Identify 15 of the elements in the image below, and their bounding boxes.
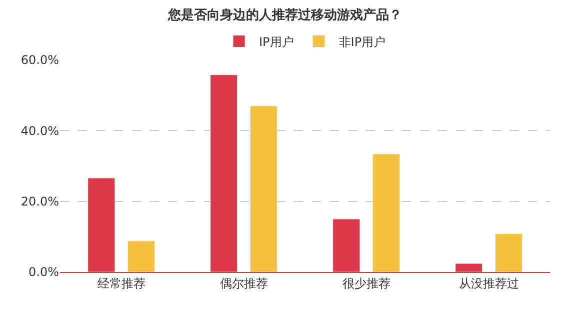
y-tick-label: 60.0% (20, 53, 59, 68)
x-tick-label: 从没推荐过 (458, 276, 519, 290)
x-tick-label: 很少推荐 (342, 276, 390, 290)
y-tick-label: 20.0% (20, 194, 59, 209)
y-tick-label: 0.0% (28, 265, 59, 280)
bar (250, 106, 278, 272)
x-tick-label: 偶尔推荐 (220, 276, 268, 290)
bar (127, 240, 155, 272)
bar (372, 154, 400, 272)
legend-label: 非IP用户 (338, 34, 386, 49)
x-tick-label: 经常推荐 (97, 276, 146, 290)
legend-label: IP用户 (259, 34, 294, 49)
y-tick-label: 40.0% (20, 124, 59, 138)
chart-title: 您是否向身边的人推荐过移动游戏产品？ (167, 7, 402, 24)
bar (494, 234, 522, 272)
